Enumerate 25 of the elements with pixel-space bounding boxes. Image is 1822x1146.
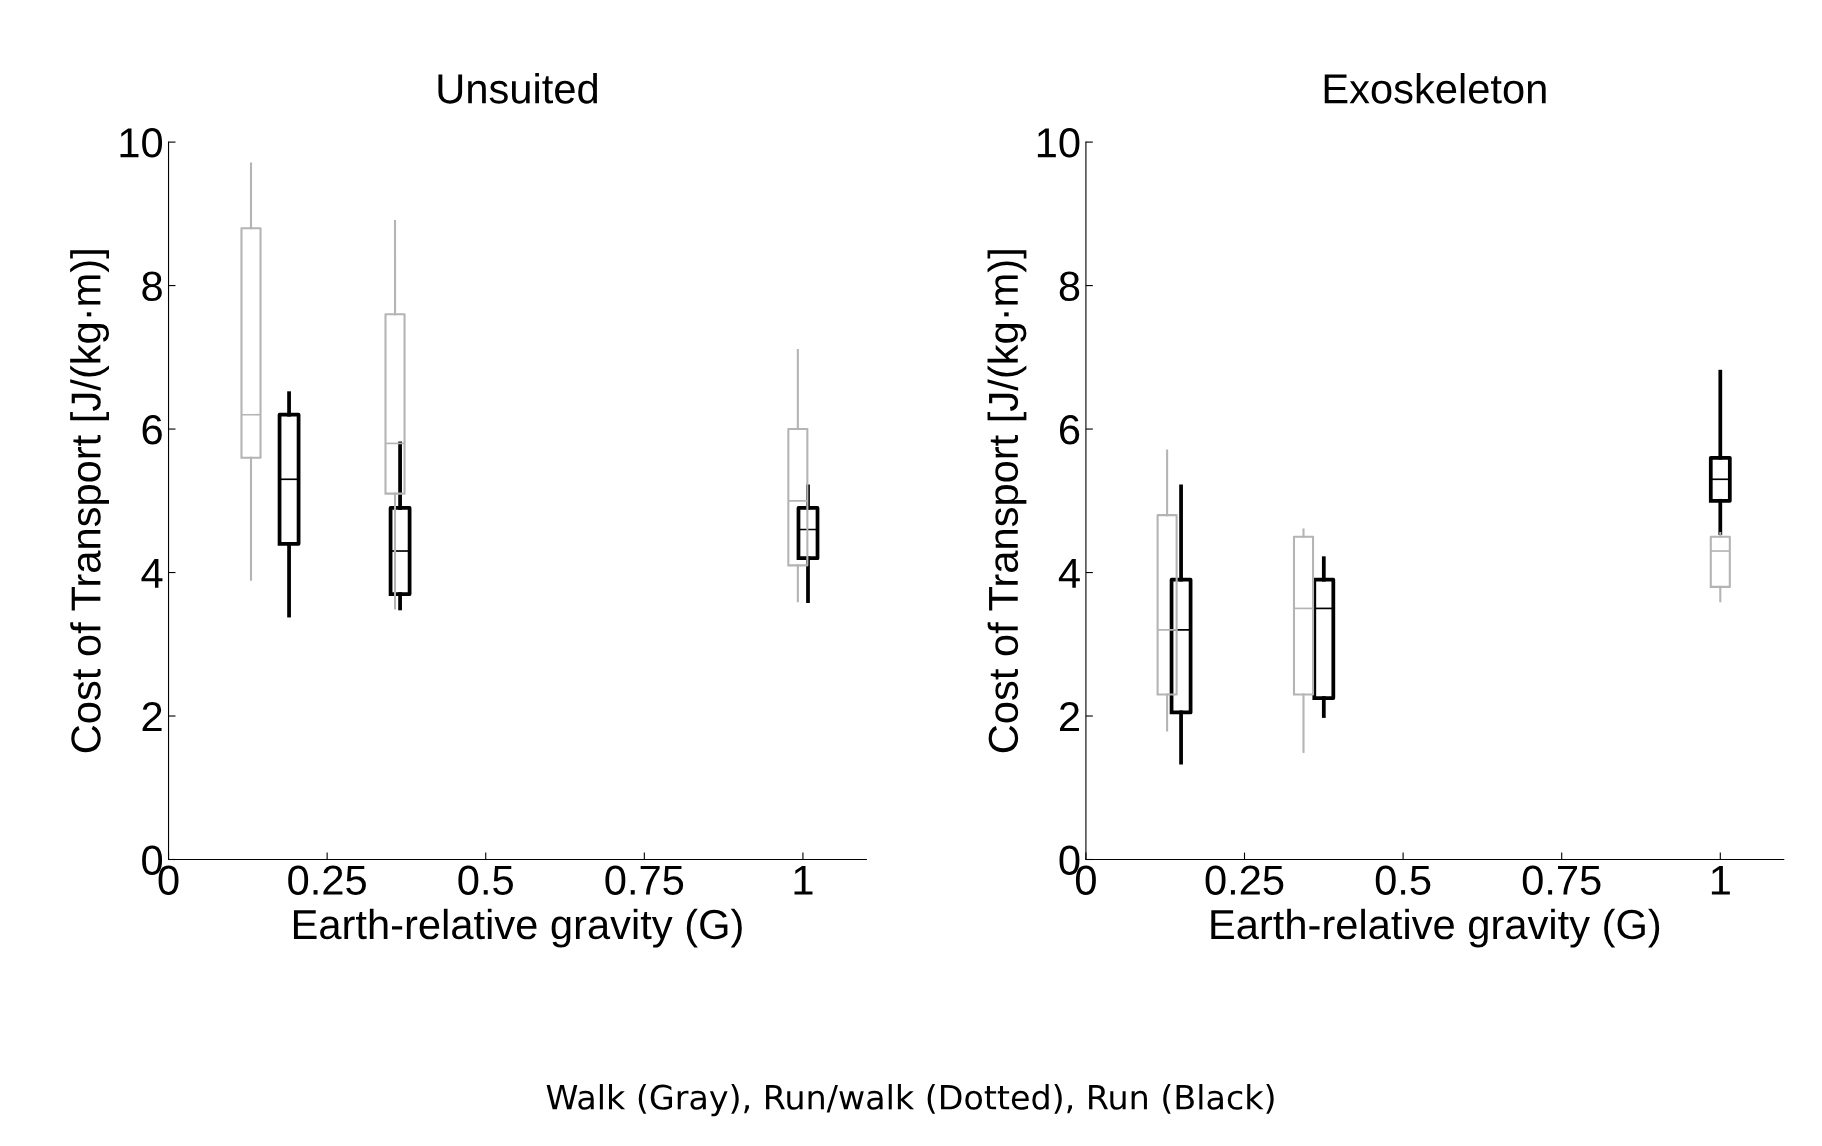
x-tick-label: 0.5	[458, 865, 513, 895]
y-tick-label: 4	[141, 558, 163, 588]
y-tick-label: 10	[120, 128, 163, 158]
y-tick-label: 2	[1059, 702, 1079, 732]
y-tick-label: 6	[142, 415, 162, 445]
x-tick-label: 0.25	[288, 865, 366, 895]
y-tick-label: 4	[1058, 558, 1080, 588]
y-tick-label: 6	[1060, 415, 1080, 445]
chart-title: Exoskeleton	[1324, 73, 1546, 104]
x-tick-label: 1	[1711, 865, 1730, 895]
y-tick-label: 8	[142, 271, 162, 302]
x-axis-title: Earth-relative gravity (G)	[293, 908, 742, 948]
x-tick-label: 0.25	[1205, 865, 1284, 895]
y-axis-title: Cost of Transport [J/(kg·m)]	[70, 250, 109, 753]
y-tick-label: 2	[142, 702, 162, 732]
x-tick-label: 0.75	[605, 865, 684, 895]
y-tick-label: 8	[1059, 271, 1080, 302]
y-axis-title: Cost of Transport [J/(kg·m)]	[987, 250, 1027, 753]
x-tick-label: 0.75	[1522, 865, 1601, 895]
chart-title: Unsuited	[438, 73, 597, 104]
x-tick-label: 0.5	[1375, 865, 1431, 895]
x-axis-title: Earth-relative gravity (G)	[1211, 908, 1660, 948]
y-tick-label: 10	[1037, 128, 1080, 158]
text: Walk (Gray), Run/walk (Dotted), Run (Black)	[546, 1084, 1274, 1117]
x-tick-label: 1	[794, 865, 813, 895]
